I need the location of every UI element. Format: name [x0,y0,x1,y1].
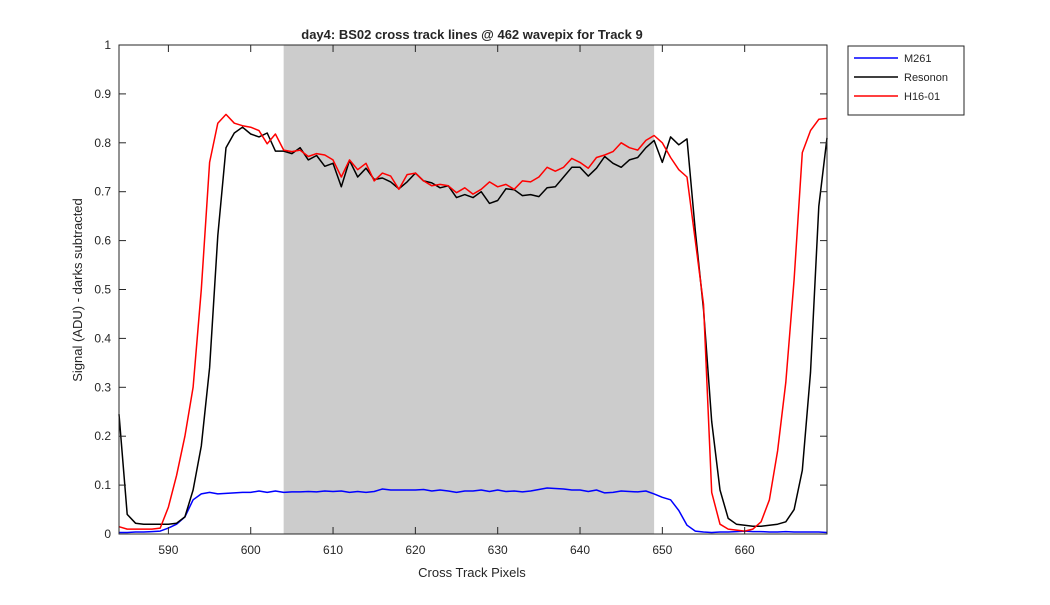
y-tick-label: 0.3 [94,380,111,394]
legend-label: H16-01 [904,91,940,103]
y-tick-label: 0.6 [94,234,111,248]
x-tick-label: 590 [158,543,178,557]
y-tick-label: 0.8 [94,136,111,150]
y-tick-label: 0.2 [94,429,111,443]
y-tick-label: 0.7 [94,185,111,199]
legend-label: M261 [904,53,932,65]
x-tick-label: 640 [570,543,590,557]
shaded-region [283,45,655,534]
x-tick-label: 630 [488,543,508,557]
x-tick-label: 600 [241,543,261,557]
y-tick-label: 0.9 [94,87,111,101]
x-tick-label: 650 [652,543,672,557]
x-axis-label: Cross Track Pixels [418,565,526,580]
series-line-m261 [119,487,828,534]
chart-title: day4: BS02 cross track lines @ 462 wavep… [301,27,642,42]
series-line-h16-01 [118,113,828,532]
legend-label: Resonon [904,72,948,84]
x-tick-label: 610 [323,543,343,557]
y-tick-label: 0.5 [94,283,111,297]
y-tick-label: 0.4 [94,331,111,345]
shaded-region-layer [283,45,655,534]
y-axis-label: Signal (ADU) - darks subtracted [70,198,85,382]
legend: M261 Resonon H16-01 [847,45,965,116]
axes-layer: 590 600 610 620 630 640 650 660 0 0.1 0.2 0.3 0.4 0.5… [94,38,828,557]
y-tick-label: 0.1 [94,478,111,492]
y-tick-label: 0 [104,527,111,541]
series-line-resonon [118,126,828,527]
series-layer [118,113,828,534]
x-tick-label: 660 [735,543,755,557]
x-tick-label: 620 [405,543,425,557]
y-tick-label: 1 [104,38,111,52]
